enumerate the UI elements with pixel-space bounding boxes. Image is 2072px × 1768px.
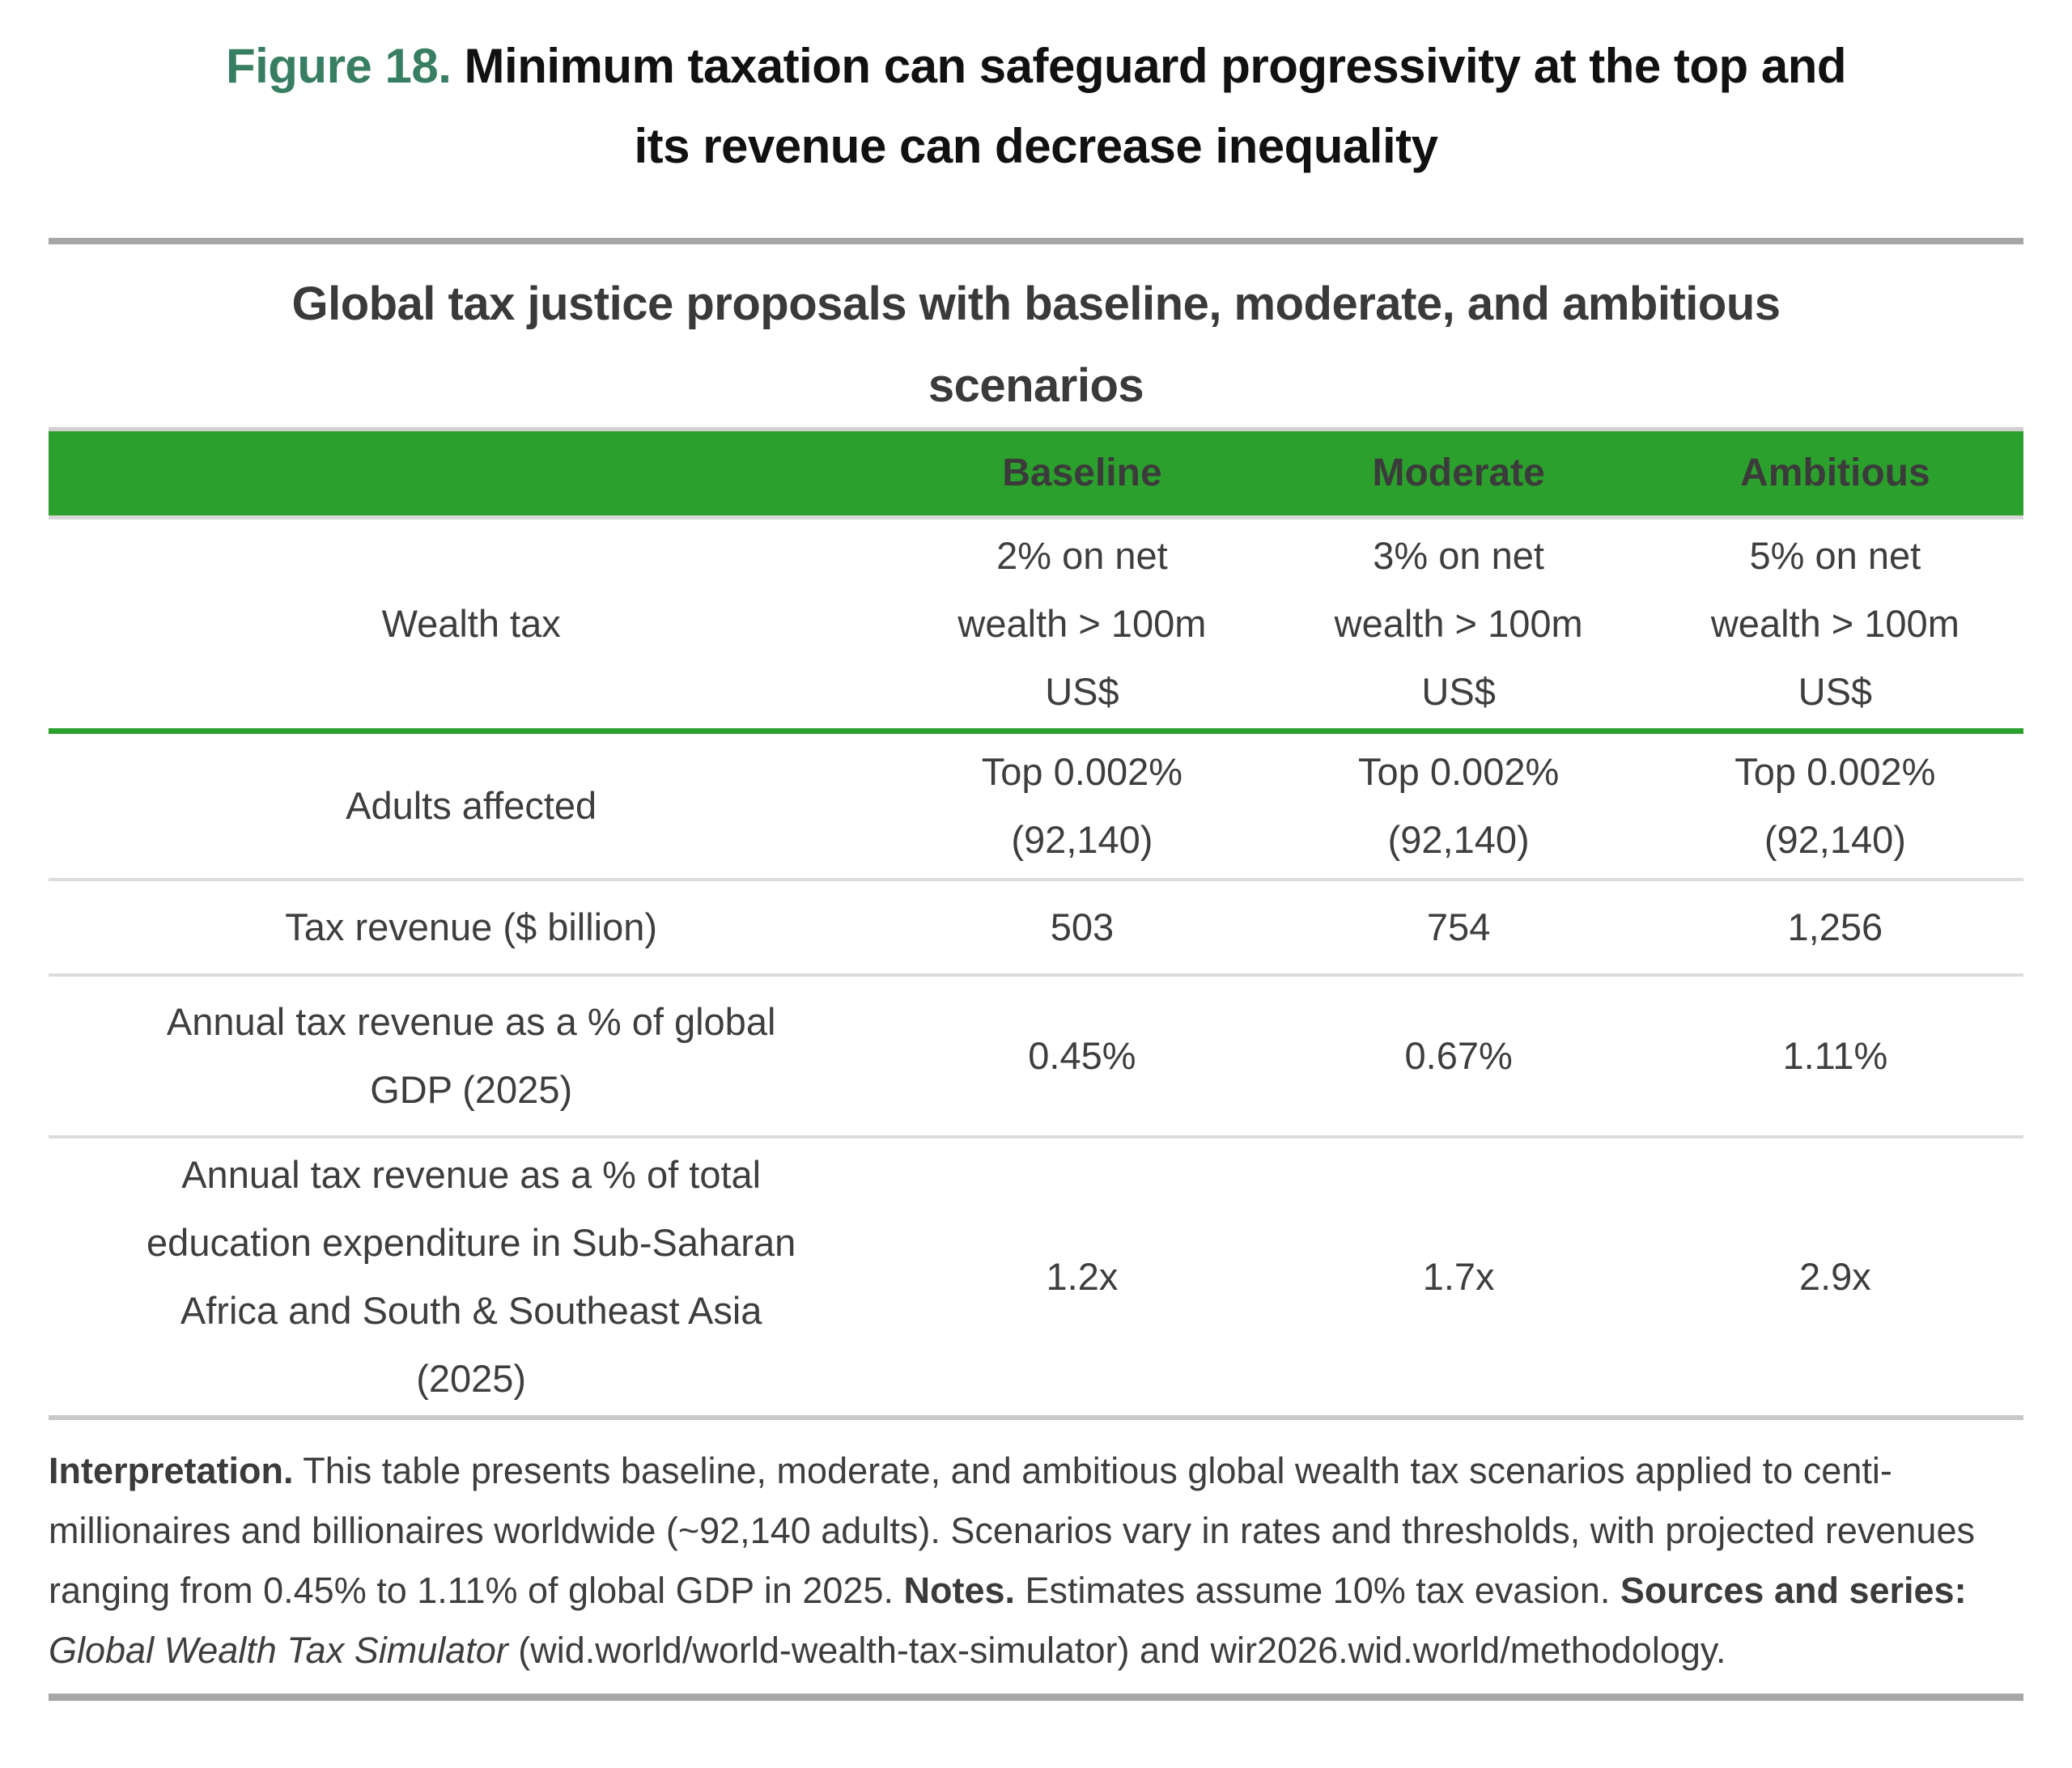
- cell-revenue-ambitious: 1,256: [1787, 905, 1883, 948]
- cell-gdp-moderate: 0.67%: [1404, 1033, 1513, 1077]
- table-row: Annual tax revenue as a % of total educa…: [49, 1138, 2023, 1420]
- row-label-education-share: Annual tax revenue as a % of total educa…: [146, 1152, 796, 1400]
- figure-notes: Interpretation. This table presents base…: [49, 1441, 2023, 1681]
- bottom-divider: [49, 1693, 2023, 1701]
- cell-revenue-baseline: 503: [1050, 905, 1115, 948]
- row-label-gdp-share: Annual tax revenue as a % of global GDP …: [166, 999, 776, 1111]
- figure-title: Figure 18. Minimum taxation can safeguar…: [49, 26, 2023, 186]
- cell-adults-baseline: Top 0.002% (92,140): [981, 749, 1183, 861]
- row-label-tax-revenue: Tax revenue ($ billion): [285, 905, 658, 948]
- cell-wealth-moderate: 3% on net wealth > 100m US$: [1334, 533, 1583, 713]
- table-title: Global tax justice proposals with baseli…: [291, 278, 1781, 412]
- cell-wealth-baseline: 2% on net wealth > 100m US$: [957, 533, 1207, 713]
- table-row: Annual tax revenue as a % of global GDP …: [49, 977, 2023, 1138]
- cell-edu-baseline: 1.2x: [1046, 1254, 1119, 1298]
- cell-gdp-baseline: 0.45%: [1028, 1033, 1136, 1077]
- header-moderate: Moderate: [1372, 452, 1545, 495]
- table-row: Wealth tax 2% on net wealth > 100m US$ 3…: [49, 519, 2023, 734]
- cell-edu-ambitious: 2.9x: [1798, 1254, 1871, 1298]
- table-row: Adults affected Top 0.002% (92,140) Top …: [49, 734, 2023, 881]
- cell-wealth-ambitious: 5% on net wealth > 100m US$: [1710, 533, 1959, 713]
- interpretation-label: Interpretation.: [49, 1449, 294, 1491]
- notes-text: Estimates assume 10% tax evasion.: [1015, 1569, 1620, 1611]
- table-row: Tax revenue ($ billion) 503 754 1,256: [49, 881, 2023, 977]
- figure-number-label: Figure 18.: [225, 39, 452, 93]
- figure-title-text: Minimum taxation can safeguard progressi…: [464, 39, 1847, 173]
- cell-revenue-moderate: 754: [1426, 905, 1491, 948]
- cell-gdp-ambitious: 1.11%: [1782, 1033, 1888, 1077]
- sources-series-name: Global Wealth Tax Simulator: [49, 1629, 508, 1671]
- row-label-wealth-tax: Wealth tax: [381, 601, 561, 645]
- cell-adults-ambitious: Top 0.002% (92,140): [1734, 749, 1936, 861]
- cell-adults-moderate: Top 0.002% (92,140): [1358, 749, 1560, 861]
- header-ambitious: Ambitious: [1740, 452, 1930, 495]
- cell-edu-moderate: 1.7x: [1422, 1254, 1495, 1298]
- scenarios-table: Baseline Moderate Ambitious Wealth tax 2…: [49, 426, 2023, 1420]
- interpretation-text: This table presents baseline, moderate, …: [49, 1449, 1975, 1611]
- table-header-row: Baseline Moderate Ambitious: [49, 426, 2023, 519]
- notes-label: Notes.: [903, 1569, 1016, 1611]
- sources-label: Sources and series:: [1620, 1569, 1967, 1611]
- sources-rest: (wid.world/world-wealth-tax-simulator) a…: [507, 1629, 1726, 1671]
- top-divider: [49, 238, 2023, 244]
- header-baseline: Baseline: [1002, 452, 1162, 495]
- row-label-adults-affected: Adults affected: [346, 783, 597, 827]
